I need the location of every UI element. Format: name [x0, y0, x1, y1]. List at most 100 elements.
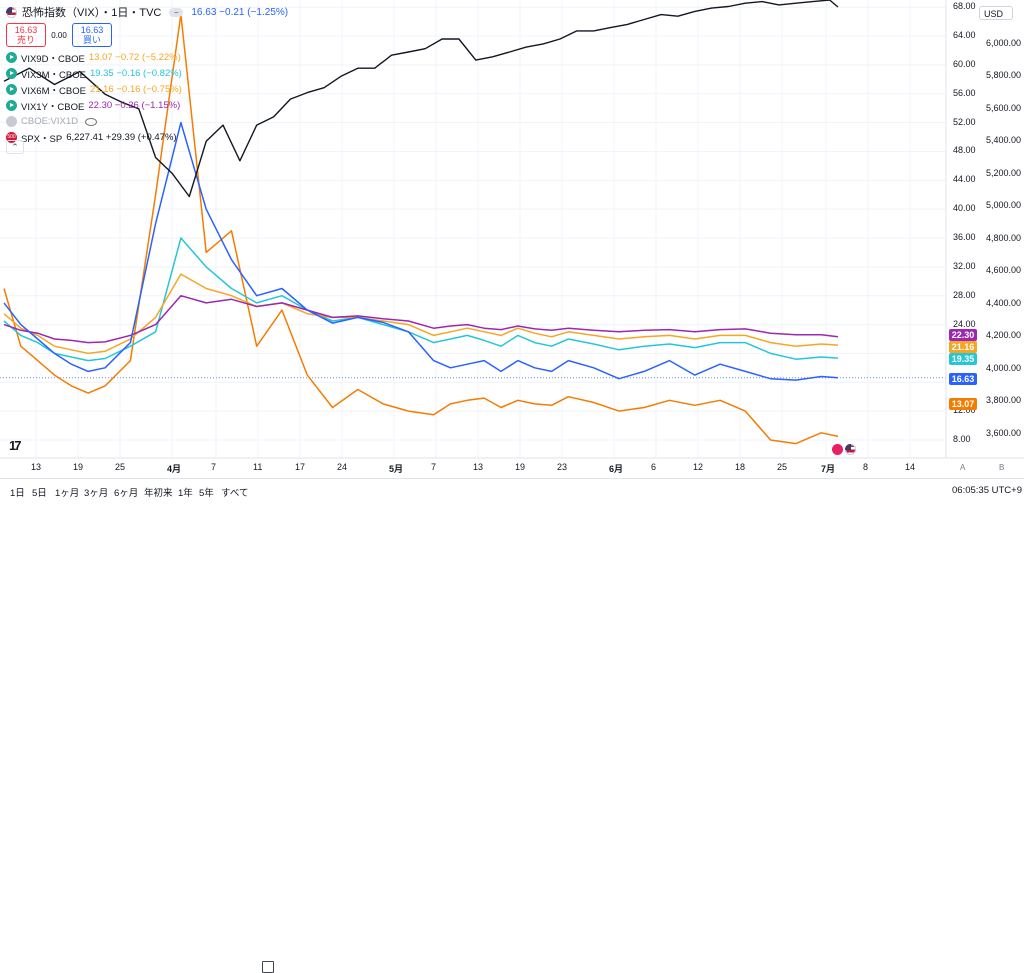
legend-symbol: VIX1Y・CBOE: [21, 101, 85, 113]
tradingview-logo[interactable]: 17: [9, 438, 22, 453]
hidden-symbol-icon: [6, 116, 17, 127]
legend: 恐怖指数（VIX）・1日・TVC − 16.63 −0.21 (−1.25%) …: [6, 4, 288, 145]
time-tick: 14: [905, 462, 916, 472]
legend-row[interactable]: VIX1Y・CBOE 22.30 −0.26 (−1.15%): [6, 98, 288, 113]
time-tick: 12: [693, 462, 704, 472]
spx-tick: 5,200.00: [986, 167, 1022, 178]
time-tick: 19: [73, 462, 84, 472]
spx-tick: 5,400.00: [986, 135, 1022, 146]
range-button[interactable]: 6ヶ月: [114, 488, 139, 499]
bottom-toolbar: 1日 5日 1ヶ月 3ヶ月 6ヶ月 年初来 1年 5年 すべて 06:05:35 UTC+9: [0, 478, 1024, 973]
legend-values: 19.35 −0.16 (−0.82%): [89, 68, 182, 79]
chart-status-icons: [832, 444, 856, 455]
time-tick: 13: [473, 462, 484, 472]
us-flag-small-icon: [845, 444, 856, 455]
range-button[interactable]: 1ヶ月: [55, 488, 80, 499]
time-tick: 4月: [167, 464, 182, 474]
range-button[interactable]: 5年: [199, 488, 214, 499]
play-icon: [6, 68, 17, 79]
time-tick: 13: [31, 462, 42, 472]
time-tick: 6: [651, 462, 657, 472]
play-icon: [6, 84, 17, 95]
legend-title-row: 恐怖指数（VIX）・1日・TVC − 16.63 −0.21 (−1.25%): [6, 4, 288, 20]
axis-a-button[interactable]: A: [960, 463, 966, 472]
time-tick: 8: [863, 462, 869, 472]
currency-selector[interactable]: USD: [979, 6, 1013, 20]
symbol-title[interactable]: 恐怖指数（VIX）・1日・TVC: [22, 7, 162, 19]
price-tick: 64.00: [953, 30, 976, 41]
spx-tick: 5,000.00: [986, 200, 1022, 211]
buy-label: 買い: [82, 35, 101, 45]
lightning-icon[interactable]: [832, 444, 843, 455]
time-tick: 25: [777, 462, 788, 472]
legend-values: 21.16 −0.16 (−0.75%): [89, 84, 182, 95]
range-button[interactable]: 3ヶ月: [84, 488, 109, 499]
time-tick: 6月: [609, 464, 624, 474]
legend-row[interactable]: VIX6M・CBOE 21.16 −0.16 (−0.75%): [6, 82, 288, 97]
series-layer: [3, 0, 839, 445]
play-icon: [6, 52, 17, 63]
collapse-button[interactable]: −: [169, 7, 184, 17]
legend-row[interactable]: VIX9D・CBOE 13.07 −0.72 (−5.22%): [6, 50, 288, 65]
legend-rows: VIX9D・CBOE 13.07 −0.72 (−5.22%) VIX3M・CBOE…: [6, 50, 288, 113]
time-tick: 18: [735, 462, 746, 472]
spx-tick: 5,600.00: [986, 102, 1022, 113]
legend-toggle-button[interactable]: ⌃: [6, 140, 24, 154]
price-badge: 22.30: [949, 329, 977, 341]
price-badge: 21.16: [949, 341, 977, 353]
time-tick: 23: [557, 462, 568, 472]
price-tick: 48.00: [953, 145, 976, 156]
price-tick: 32.00: [953, 260, 976, 271]
legend-symbol: VIX6M・CBOE: [21, 85, 86, 97]
price-badge: 13.07: [949, 398, 977, 410]
trade-row: 16.63 売り 0.00 16.63 買い: [6, 23, 288, 47]
spx-tick: 3,600.00: [986, 427, 1022, 438]
legend-row-hidden[interactable]: CBOE:VIX1D: [6, 114, 288, 129]
range-button[interactable]: すべて: [221, 488, 249, 499]
spx-tick: 3,800.00: [986, 395, 1022, 406]
last-value: 16.63 −0.21 (−1.25%): [191, 6, 289, 18]
sell-button[interactable]: 16.63 売り: [6, 23, 46, 47]
time-tick: 7月: [821, 464, 836, 474]
legend-row[interactable]: VIX3M・CBOE 19.35 −0.16 (−0.82%): [6, 66, 288, 81]
price-tick: 36.00: [953, 232, 976, 243]
range-button[interactable]: 1年: [178, 488, 193, 499]
buy-price: 16.63: [80, 25, 104, 35]
series-line-vix1y: [3, 294, 839, 344]
price-tick: 60.00: [953, 58, 976, 69]
axis-b-button[interactable]: B: [999, 463, 1005, 472]
legend-symbol: VIX9D・CBOE: [21, 53, 85, 65]
price-tick: 8.00: [953, 433, 971, 444]
spx-tick: 4,600.00: [986, 265, 1022, 276]
buy-button[interactable]: 16.63 買い: [72, 23, 112, 47]
price-tick: 68.00: [953, 1, 976, 12]
spx-tick: 4,800.00: [986, 232, 1022, 243]
sell-label: 売り: [16, 35, 35, 45]
calendar-icon[interactable]: [262, 961, 274, 973]
spx-tick: 5,800.00: [986, 70, 1022, 81]
range-button[interactable]: 年初来: [144, 488, 173, 499]
price-tick: 56.00: [953, 87, 976, 98]
spread-value: 0.00: [51, 30, 67, 40]
range-button[interactable]: 5日: [32, 488, 47, 499]
clock[interactable]: 06:05:35 UTC+9: [952, 485, 1022, 496]
price-badge: 16.63: [949, 373, 977, 385]
hidden-symbol-name: CBOE:VIX1D: [21, 116, 79, 127]
series-line-vix: [3, 121, 839, 381]
us-flag-icon: [6, 6, 17, 18]
time-tick: 24: [337, 462, 348, 472]
legend-row-spx[interactable]: 500 SPX・SP 6,227.41 +29.39 (+0.47%): [6, 130, 288, 145]
time-tick: 7: [211, 462, 217, 472]
range-button[interactable]: 1日: [10, 488, 25, 499]
time-tick: 19: [515, 462, 526, 472]
eye-slash-icon[interactable]: [85, 117, 98, 126]
price-chart[interactable]: [0, 0, 1024, 504]
time-tick: 5月: [389, 464, 404, 474]
series-line-vix6m: [3, 273, 839, 355]
sp500-icon: 500: [6, 132, 17, 143]
sell-price: 16.63: [14, 25, 38, 35]
spx-tick: 4,400.00: [986, 297, 1022, 308]
price-tick: 52.00: [953, 116, 976, 127]
price-tick: 40.00: [953, 203, 976, 214]
price-tick: 12.00: [953, 405, 976, 416]
